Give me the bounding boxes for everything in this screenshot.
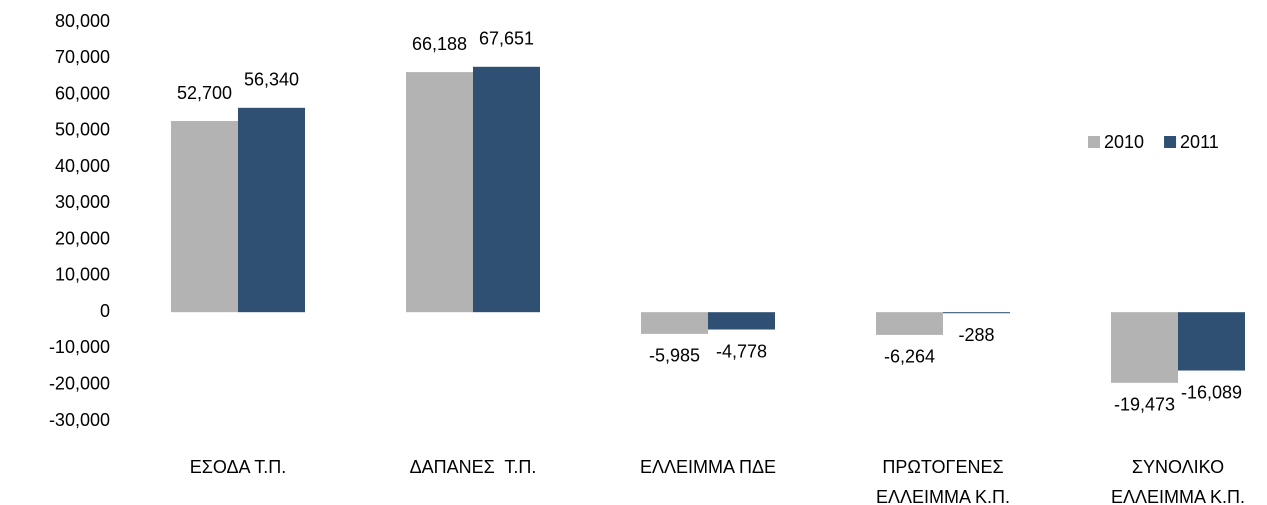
legend-swatch: [1088, 136, 1100, 148]
data-label: -4,778: [716, 341, 767, 361]
y-tick-label: 80,000: [55, 11, 110, 31]
bar: [641, 312, 708, 334]
x-tick-label: ΕΛΛΕΙΜΜΑ Κ.Π.: [876, 487, 1010, 505]
y-tick-label: 60,000: [55, 83, 110, 103]
bar: [1178, 312, 1245, 371]
y-tick-label: -10,000: [49, 337, 110, 357]
data-label: 67,651: [479, 29, 534, 49]
bar: [171, 121, 238, 313]
y-tick-label: 0: [100, 301, 110, 321]
bar: [1111, 312, 1178, 383]
bar: [238, 107, 305, 313]
y-tick-label: 70,000: [55, 47, 110, 67]
bar: [943, 312, 1010, 314]
x-tick-label: ΕΛΛΕΙΜΜΑ ΠΔΕ: [640, 457, 776, 477]
bar: [406, 72, 473, 313]
y-tick-label: 20,000: [55, 228, 110, 248]
y-tick-label: 10,000: [55, 265, 110, 285]
x-tick-label: ΠΡΩΤΟΓΕΝΕΣ: [882, 457, 1003, 477]
data-label: 66,188: [412, 34, 467, 54]
y-tick-label: -30,000: [49, 410, 110, 430]
legend-label: 2010: [1104, 132, 1144, 152]
bar: [473, 66, 540, 313]
x-tick-label: ΔΑΠΑΝΕΣ Τ.Π.: [410, 457, 537, 477]
data-label: -16,089: [1181, 382, 1242, 402]
bar: [708, 312, 775, 330]
data-label: -288: [958, 325, 994, 345]
data-label: -19,473: [1114, 395, 1175, 415]
data-label: -5,985: [649, 346, 700, 366]
legend-swatch: [1164, 136, 1177, 148]
data-label: -6,264: [884, 347, 935, 367]
x-tick-label: ΕΛΛΕΙΜΜΑ Κ.Π.: [1111, 487, 1245, 505]
x-tick-label: ΕΣΟΔΑ Τ.Π.: [190, 457, 287, 477]
data-label: 52,700: [177, 83, 232, 103]
legend-label: 2011: [1180, 132, 1219, 152]
y-tick-label: -20,000: [49, 373, 110, 393]
bar: [876, 312, 943, 335]
data-label: 56,340: [244, 70, 299, 90]
x-tick-label: ΣΥΝΟΛΙΚΟ: [1132, 457, 1224, 477]
y-tick-label: 50,000: [55, 120, 110, 140]
y-tick-label: 30,000: [55, 192, 110, 212]
y-tick-label: 40,000: [55, 156, 110, 176]
